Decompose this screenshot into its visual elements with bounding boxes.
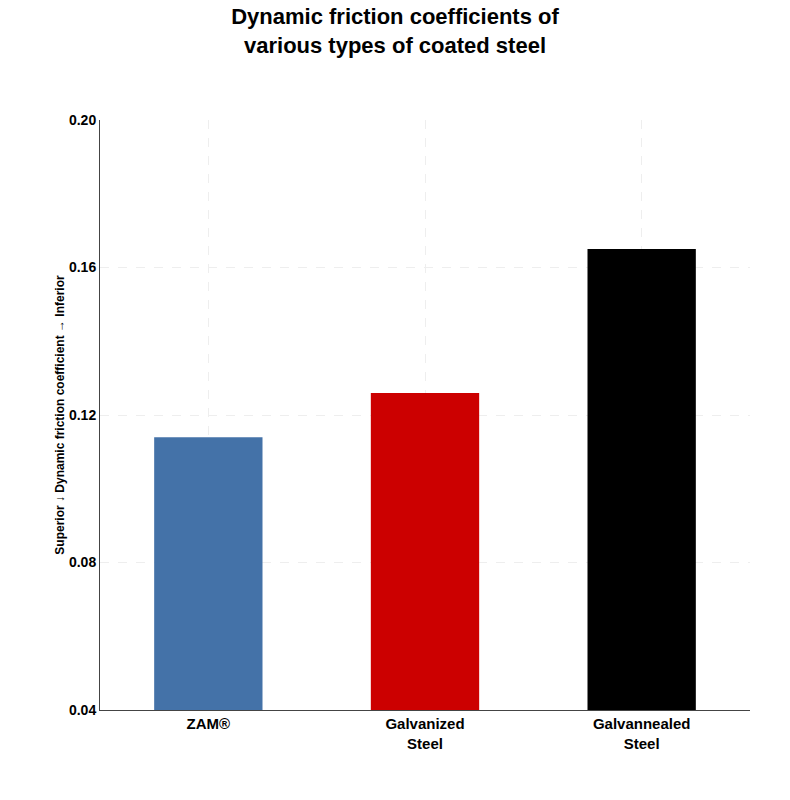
svg-text:GalvannealedSteel: GalvannealedSteel — [593, 715, 691, 752]
svg-text:0.20: 0.20 — [69, 112, 96, 128]
svg-text:Superior ↓ Dynamic friction co: Superior ↓ Dynamic friction coefficient … — [53, 275, 67, 555]
svg-text:0.08: 0.08 — [69, 554, 96, 570]
svg-text:GalvanizedSteel: GalvanizedSteel — [385, 715, 464, 752]
svg-text:ZAM®: ZAM® — [187, 715, 231, 732]
svg-text:Dynamic friction coefficients: Dynamic friction coefficients ofvarious … — [231, 4, 559, 58]
svg-text:0.16: 0.16 — [69, 259, 96, 275]
svg-text:0.04: 0.04 — [69, 702, 96, 718]
svg-text:0.12: 0.12 — [69, 407, 96, 423]
